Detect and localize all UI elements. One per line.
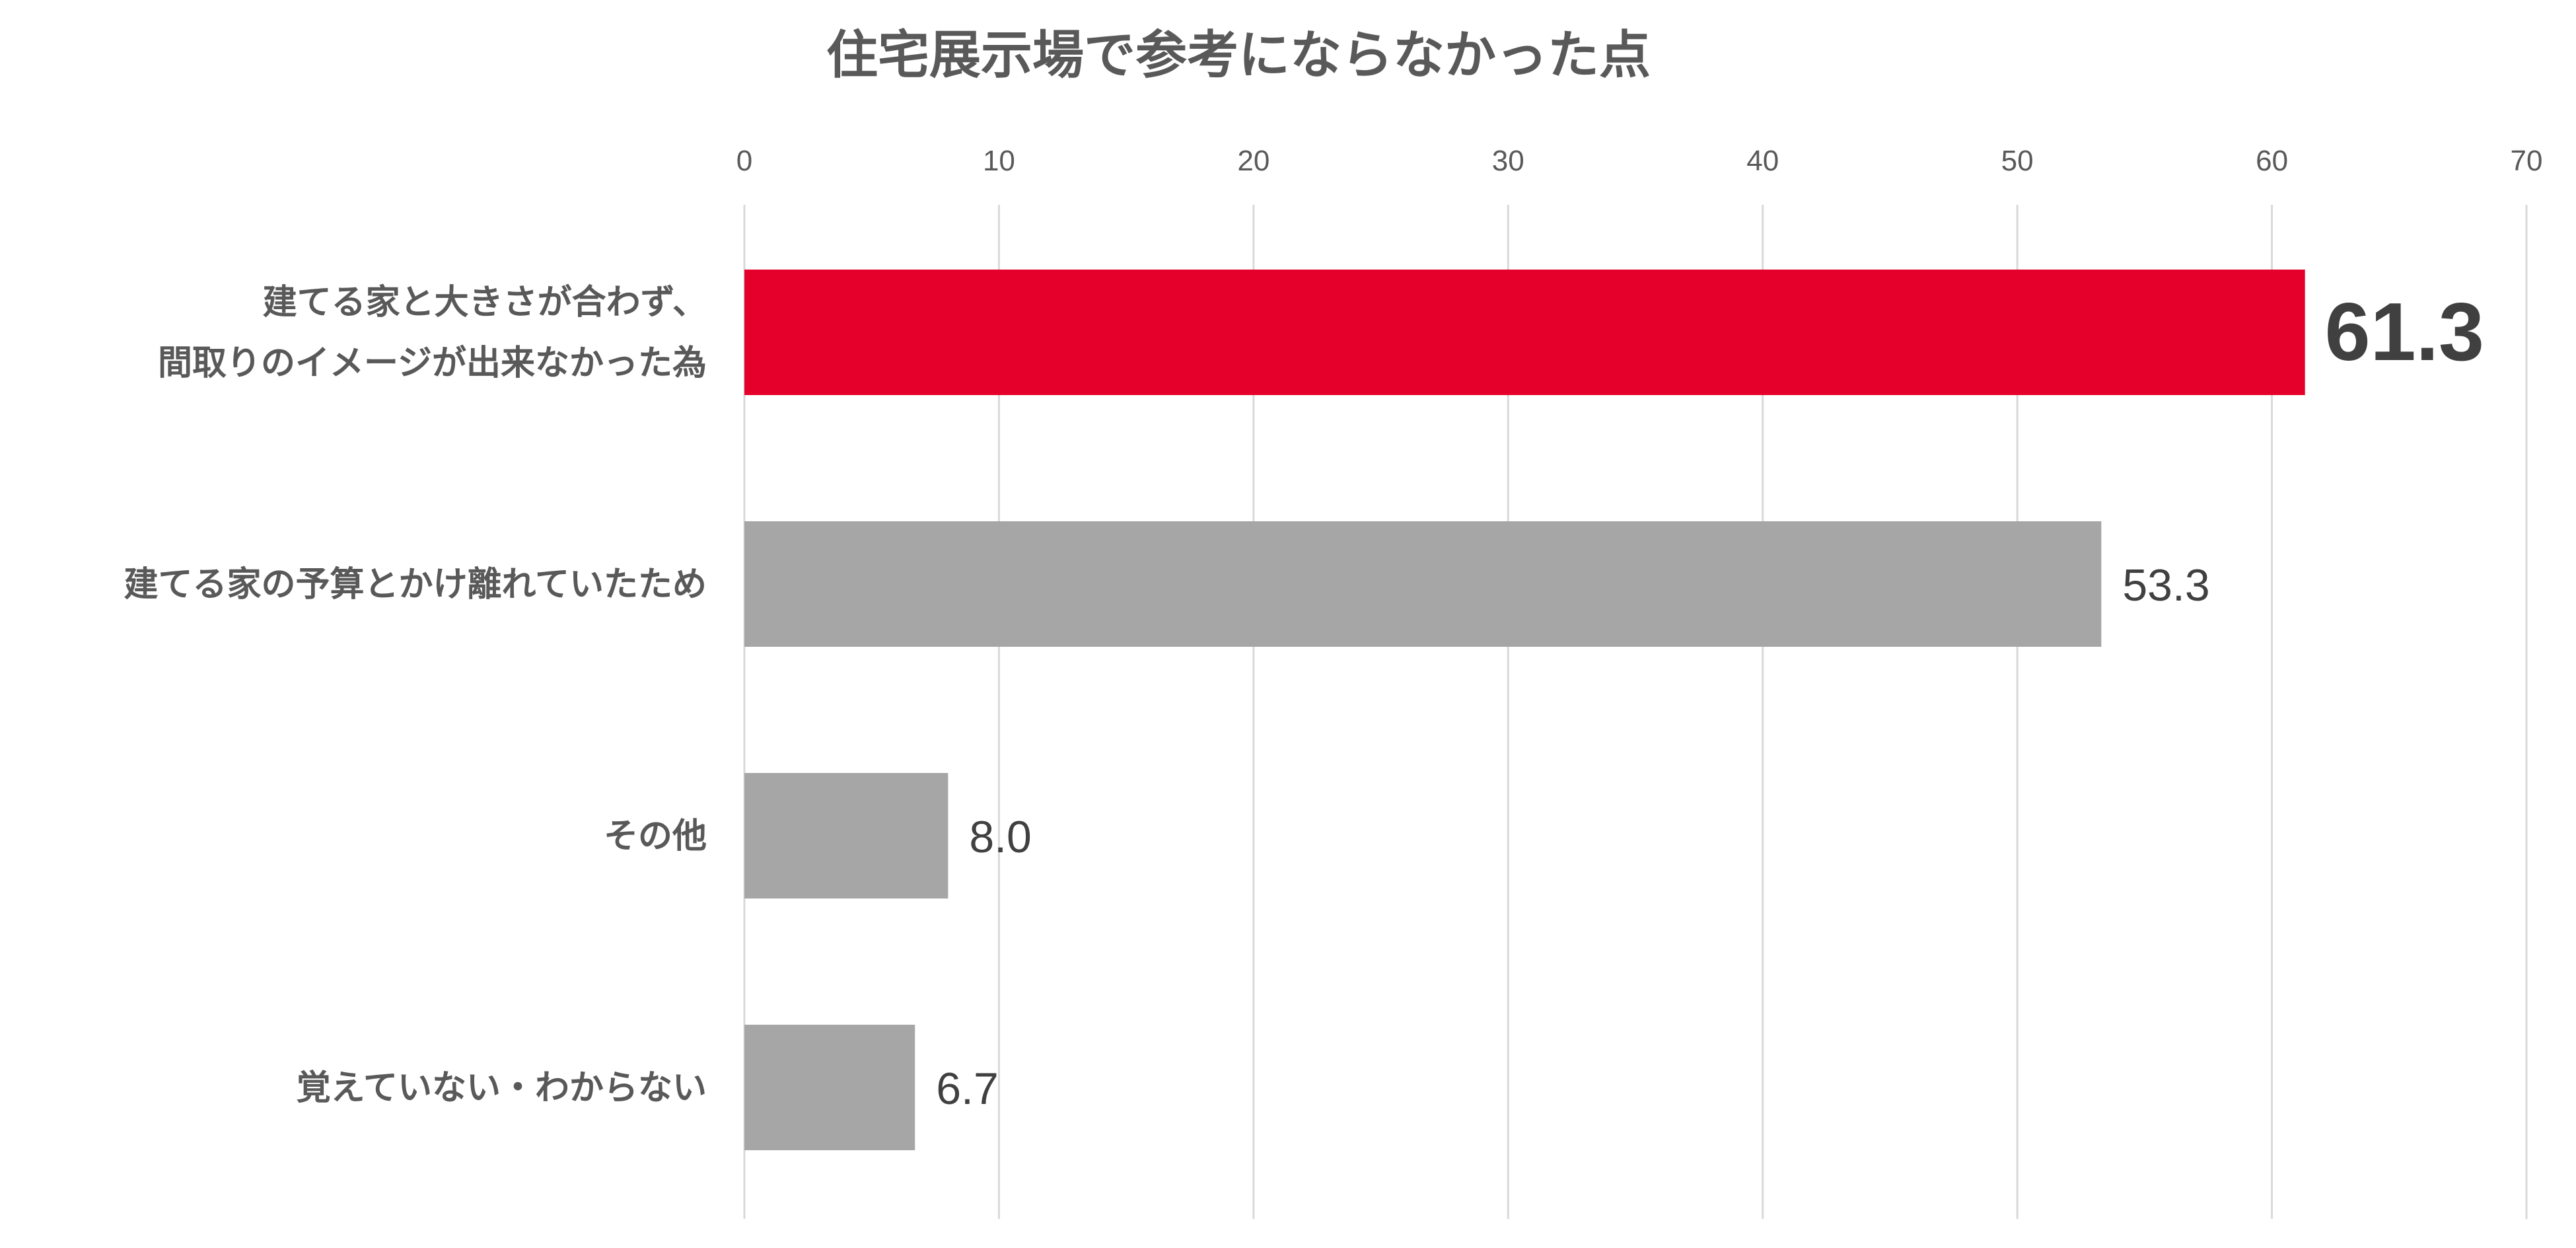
category-labels: 建てる家と大きさが合わず、間取りのイメージが出来なかった為建てる家の予算とかけ離… xyxy=(124,283,707,1108)
x-tick-label: 0 xyxy=(736,145,752,177)
bar xyxy=(744,521,2102,647)
category-label: 建てる家と大きさが合わず、間取りのイメージが出来なかった為 xyxy=(158,283,707,383)
value-labels: 61.3 53.3 8.0 6.7 xyxy=(936,287,2484,1114)
category-label: 建てる家の予算とかけ離れていたため xyxy=(124,565,707,605)
category-label: 覚えていない・わからない xyxy=(297,1068,707,1108)
data-label: 53.3 xyxy=(2122,560,2209,610)
data-label: 6.7 xyxy=(936,1064,999,1114)
bar xyxy=(744,1025,915,1150)
x-tick-label: 30 xyxy=(1492,145,1524,177)
x-tick-label: 20 xyxy=(1237,145,1270,177)
bars xyxy=(744,270,2305,1150)
x-tick-label: 60 xyxy=(2256,145,2288,177)
bar xyxy=(744,773,948,899)
x-axis-ticks: 0 10 20 30 40 50 60 70 xyxy=(736,145,2543,177)
chart-title: 住宅展示場で参考にならなかった点 xyxy=(826,26,1651,85)
x-tick-label: 50 xyxy=(2001,145,2034,177)
bar xyxy=(744,270,2305,395)
data-label: 8.0 xyxy=(969,812,1032,862)
x-tick-label: 10 xyxy=(983,145,1015,177)
x-tick-label: 70 xyxy=(2511,145,2543,177)
category-label: その他 xyxy=(604,817,707,856)
data-label: 61.3 xyxy=(2325,287,2484,378)
x-tick-label: 40 xyxy=(1746,145,1779,177)
